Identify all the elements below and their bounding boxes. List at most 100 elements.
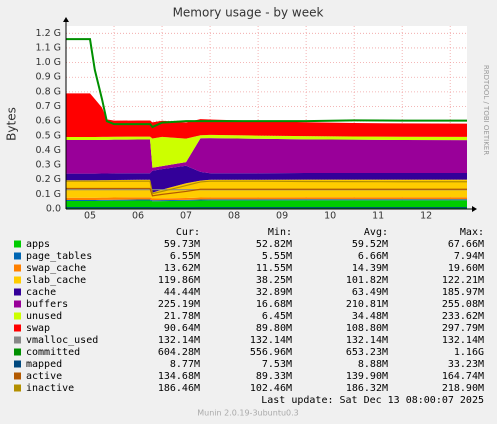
y-axis-label: Bytes — [5, 107, 19, 141]
legend-stat: 38.25M — [256, 275, 292, 286]
legend-stat: 132.14M — [346, 335, 388, 346]
legend-swatch — [14, 252, 21, 260]
legend-stat: 108.80M — [346, 323, 388, 334]
legend-stat: 89.80M — [256, 323, 292, 334]
area — [66, 200, 467, 209]
y-tick-label: 1.1 G — [36, 42, 62, 53]
legend-stat: 186.32M — [346, 383, 388, 394]
legend-stat: 233.62M — [442, 311, 484, 322]
y-tick-label: 0.6 G — [36, 116, 62, 127]
area — [66, 93, 467, 139]
legend-stat: 653.23M — [346, 347, 388, 358]
legend-stat: 132.14M — [250, 335, 292, 346]
legend-stat: 6.45M — [262, 311, 292, 322]
legend-label: unused — [26, 311, 62, 322]
legend-swatch — [14, 372, 21, 380]
legend-swatch — [14, 312, 21, 320]
legend-stat: 122.21M — [442, 275, 484, 286]
legend-stat: 44.44M — [164, 287, 200, 298]
x-tick-label: 11 — [372, 211, 384, 222]
footer: Munin 2.0.19-3ubuntu0.3 — [197, 409, 299, 418]
legend-stat: 52.82M — [256, 239, 292, 250]
legend-stat: 16.68M — [256, 299, 292, 310]
legend-swatch — [14, 384, 21, 392]
line — [66, 187, 467, 197]
y-axis-arrow — [63, 17, 69, 22]
legend-stat: 102.46M — [250, 383, 292, 394]
stats-header: Cur: — [176, 227, 200, 238]
legend-stat: 139.90M — [346, 371, 388, 382]
legend-swatch — [14, 300, 21, 308]
legend-stat: 604.28M — [158, 347, 200, 358]
legend-stat: 59.52M — [352, 239, 388, 250]
side-label: RRDTOOL / TOBI OETIKER — [482, 65, 490, 155]
y-tick-label: 0.3 G — [36, 160, 62, 171]
legend-label: vmalloc_used — [26, 335, 98, 346]
legend-stat: 5.55M — [262, 251, 292, 262]
y-tick-label: 0.0 — [46, 204, 61, 215]
area — [66, 197, 467, 201]
legend-stat: 14.39M — [352, 263, 388, 274]
x-tick-label: 05 — [84, 211, 96, 222]
last-update: Last update: Sat Dec 13 08:00:07 2025 — [261, 395, 484, 406]
legend-stat: 218.90M — [442, 383, 484, 394]
y-tick-label: 0.8 G — [36, 86, 62, 97]
legend-label: apps — [26, 239, 50, 250]
legend-stat: 225.19M — [158, 299, 200, 310]
stats-header: Avg: — [364, 227, 388, 238]
stats-header: Min: — [268, 227, 292, 238]
legend-stat: 13.62M — [164, 263, 200, 274]
legend-stat: 63.49M — [352, 287, 388, 298]
y-tick-label: 0.9 G — [36, 72, 62, 83]
legend-label: cache — [26, 287, 56, 298]
y-tick-label: 0.7 G — [36, 101, 62, 112]
legend-stat: 34.48M — [352, 311, 388, 322]
legend-stat: 132.14M — [442, 335, 484, 346]
legend-stat: 33.23M — [448, 359, 484, 370]
legend-swatch — [14, 348, 21, 356]
legend-stat: 134.68M — [158, 371, 200, 382]
legend-stat: 6.55M — [170, 251, 200, 262]
area — [66, 134, 467, 168]
chart-title: Memory usage - by week — [173, 6, 324, 20]
x-tick-label: 10 — [324, 211, 336, 222]
area — [66, 199, 467, 202]
y-tick-label: 0.5 G — [36, 130, 62, 141]
area — [66, 138, 467, 174]
legend-label: mapped — [26, 359, 62, 370]
legend-stat: 556.96M — [250, 347, 292, 358]
legend-stat: 255.08M — [442, 299, 484, 310]
legend-swatch — [14, 276, 21, 284]
legend-stat: 210.81M — [346, 299, 388, 310]
legend-stat: 8.77M — [170, 359, 200, 370]
legend-label: buffers — [26, 299, 68, 310]
x-tick-label: 12 — [420, 211, 432, 222]
line — [66, 38, 467, 129]
legend-stat: 186.46M — [158, 383, 200, 394]
y-tick-label: 1.2 G — [36, 28, 62, 39]
legend-label: committed — [26, 347, 80, 358]
legend-swatch — [14, 324, 21, 332]
legend-label: swap — [26, 323, 50, 334]
legend-stat: 164.74M — [442, 371, 484, 382]
y-tick-label: 1.0 G — [36, 57, 62, 68]
legend-swatch — [14, 288, 21, 296]
area — [66, 165, 467, 193]
legend-stat: 8.88M — [358, 359, 388, 370]
legend-stat: 297.79M — [442, 323, 484, 334]
legend-swatch — [14, 336, 21, 344]
legend-stat: 101.82M — [346, 275, 388, 286]
legend-swatch — [14, 360, 21, 368]
y-tick-label: 0.4 G — [36, 145, 62, 156]
legend-stat: 132.14M — [158, 335, 200, 346]
y-tick-label: 0.1 G — [36, 189, 62, 200]
legend-label: slab_cache — [26, 275, 86, 286]
y-tick-label: 0.2 G — [36, 174, 62, 185]
x-tick-label: 07 — [180, 211, 192, 222]
legend-stat: 19.60M — [448, 263, 484, 274]
stats-header: Max: — [460, 227, 484, 238]
legend-stat: 185.97M — [442, 287, 484, 298]
x-tick-label: 06 — [132, 211, 144, 222]
line — [66, 180, 467, 195]
